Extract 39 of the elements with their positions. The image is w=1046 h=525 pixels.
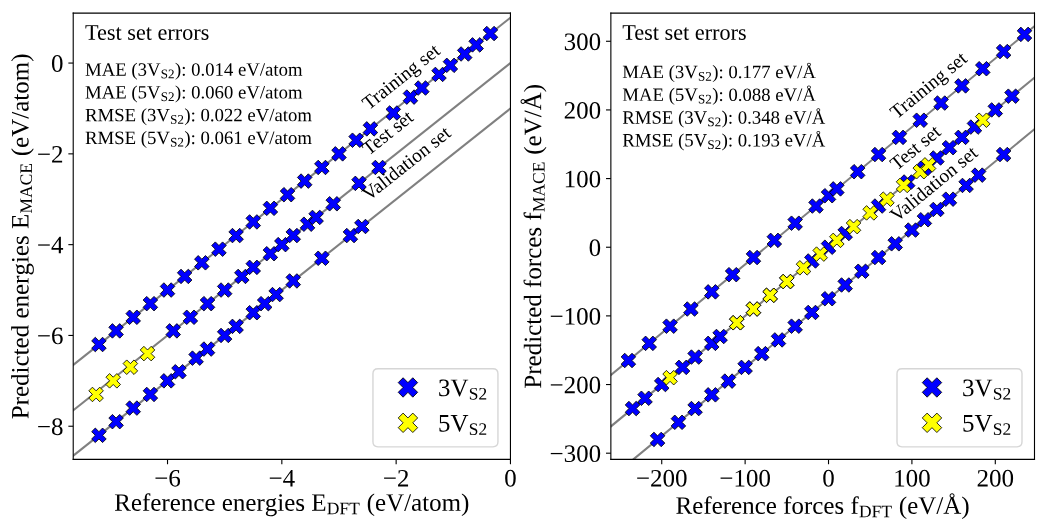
legend-label: 3V$_{S2}$ (439, 379, 487, 400)
y-tick-label: 0 (589, 239, 601, 257)
y-tick-label: −2 (38, 145, 63, 163)
y-axis-title: Predicted forces f$_{MACE}$ (eV/Å) (520, 85, 547, 388)
y-tick-label: 300 (564, 33, 601, 51)
legend-label: 5V$_{S2}$ (439, 415, 487, 436)
x-axis-title: Reference energies E$_{DFT}$ (eV/atom) (114, 493, 469, 517)
x-tick-label: −200 (637, 469, 687, 487)
annotation: MAE (5V$_{S2}$): 0.088 eV/Å (622, 85, 816, 105)
y-tick-label: −100 (550, 307, 601, 325)
x-tick-label: −100 (720, 469, 770, 487)
annotation: RMSE (3V$_{S2}$): 0.022 eV/atom (85, 108, 312, 126)
y-tick-label: 200 (564, 101, 601, 119)
y-tick-label: −8 (38, 418, 63, 436)
y-tick-label: 0 (51, 55, 63, 72)
x-axis-title: Reference forces f$_{DFT}$ (eV/Å) (676, 493, 969, 520)
annotation: RMSE (5V$_{S2}$): 0.061 eV/atom (85, 130, 312, 148)
annotation: Test set errors (622, 25, 746, 40)
annotation: RMSE (3V$_{S2}$): 0.348 eV/Å (622, 108, 826, 128)
x-tick-label: 0 (823, 469, 834, 487)
x-tick-label: −6 (155, 469, 181, 487)
annotation: RMSE (5V$_{S2}$): 0.193 eV/Å (622, 130, 826, 151)
x-tick-label: −4 (269, 469, 295, 487)
legend-label: 5V$_{S2}$ (963, 415, 1011, 436)
y-tick-label: −200 (550, 376, 601, 394)
y-tick-label: −300 (550, 445, 601, 463)
x-tick-label: 100 (895, 469, 930, 487)
annotation: MAE (3V$_{S2}$): 0.014 eV/atom (85, 62, 303, 80)
x-tick-label: −2 (384, 469, 409, 487)
annotation: Test set errors (85, 25, 209, 40)
annotation: MAE (3V$_{S2}$): 0.177 eV/Å (622, 62, 816, 83)
y-tick-label: −6 (38, 327, 63, 345)
y-axis-title: Predicted energies E$_{MACE}$ (eV/atom) (11, 54, 34, 419)
annotation: MAE (5V$_{S2}$): 0.060 eV/atom (85, 85, 303, 103)
x-tick-label: 0 (505, 469, 516, 487)
y-tick-label: 100 (565, 170, 601, 188)
legend-label: 3V$_{S2}$ (963, 379, 1011, 400)
x-tick-label: 200 (977, 469, 1014, 487)
y-tick-label: −4 (38, 236, 64, 254)
